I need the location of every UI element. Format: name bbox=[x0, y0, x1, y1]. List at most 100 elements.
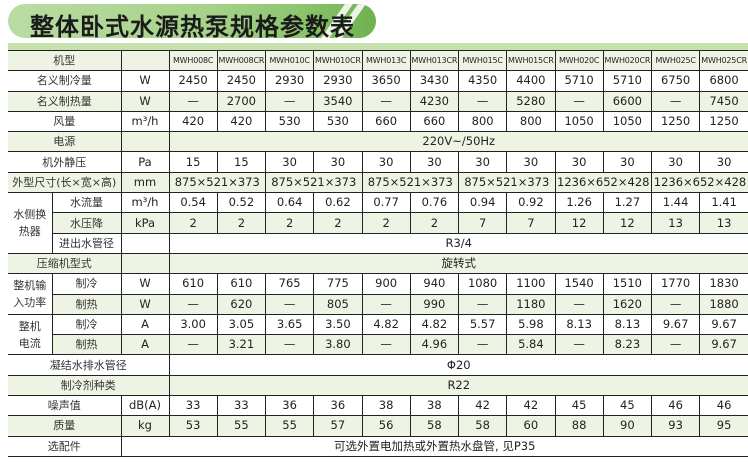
value-cell: 0.64 bbox=[264, 192, 314, 214]
value-cell: 1830 bbox=[699, 273, 748, 295]
value-cell: 1050 bbox=[602, 110, 652, 133]
label-cell: 进出水管径 bbox=[51, 232, 121, 254]
value-cell: — bbox=[168, 90, 218, 112]
value-cell: 990 bbox=[409, 293, 459, 315]
value-cell: R22 bbox=[168, 374, 748, 397]
model-header-cell: MWH015CR bbox=[506, 49, 555, 72]
value-cell: 0.92 bbox=[506, 192, 555, 214]
value-cell: 88 bbox=[554, 415, 604, 437]
value-cell: 2450 bbox=[216, 70, 266, 92]
value-cell: 875×521×373 bbox=[168, 171, 266, 194]
value-cell: 1620 bbox=[602, 293, 652, 315]
label-cell: m³/h bbox=[120, 192, 169, 214]
label-cell: 外型尺寸(长×宽×高) bbox=[8, 171, 121, 194]
value-cell: 4350 bbox=[457, 70, 507, 92]
value-cell: 620 bbox=[216, 293, 266, 315]
value-cell: 0.94 bbox=[457, 192, 507, 214]
value-cell: 30 bbox=[409, 151, 459, 173]
table-row: 选配件 可选外置电加热或外置热水盘管, 见P35 bbox=[8, 435, 748, 457]
label-cell: 制冷 bbox=[51, 313, 121, 336]
value-cell: 1540 bbox=[554, 273, 604, 295]
value-cell: 2930 bbox=[313, 70, 362, 92]
value-cell: 15 bbox=[216, 151, 266, 173]
value-cell: 4.96 bbox=[409, 334, 459, 356]
value-cell: 0.76 bbox=[409, 192, 459, 214]
table-row: 整机输 入功率 制冷 W 610 610 765 775 900 940 1080 1100 1540… bbox=[8, 273, 748, 315]
value-cell: 0.54 bbox=[168, 192, 218, 214]
value-cell: 5710 bbox=[554, 70, 604, 92]
model-header-cell: MWH008CR bbox=[216, 49, 266, 72]
label-cell: 制冷 bbox=[51, 273, 121, 295]
value-cell: 95 bbox=[699, 415, 748, 437]
value-cell: — bbox=[264, 90, 314, 112]
label-cell: 噪声值 bbox=[8, 395, 121, 417]
value-cell: — bbox=[650, 334, 700, 356]
value-cell: 7 bbox=[457, 212, 507, 234]
table-row: 质量 kg 53 55 55 57 56 58 58 60 88 90 93 95 bbox=[8, 415, 748, 437]
value-cell: 220V~/50Hz bbox=[168, 131, 748, 153]
value-cell: 1236×652×428 bbox=[554, 171, 652, 194]
value-cell: 46 bbox=[699, 395, 748, 417]
value-cell: 1510 bbox=[602, 273, 652, 295]
label-cell: 机型 bbox=[8, 49, 121, 72]
value-cell: 530 bbox=[264, 110, 314, 133]
label-cell: A bbox=[120, 313, 169, 336]
value-cell: 765 bbox=[264, 273, 314, 295]
value-cell: 58 bbox=[457, 415, 507, 437]
model-header-cell: MWH010C bbox=[264, 49, 314, 72]
value-cell: — bbox=[650, 293, 700, 315]
table-row: 进出水管径 R3/4 bbox=[8, 232, 748, 254]
model-header-cell: MWH025CR bbox=[699, 49, 748, 72]
table-row: 制热 A —3.21—3.80—4.96—5.84—8.23—9.67 bbox=[8, 334, 748, 356]
label-cell: dB(A) bbox=[120, 395, 169, 417]
value-cell: 2700 bbox=[216, 90, 266, 112]
table-row: 电源 220V~/50Hz bbox=[8, 131, 748, 153]
model-header-cell: MWH008C bbox=[168, 49, 218, 72]
model-header-cell: MWH025C bbox=[650, 49, 700, 72]
value-cell: 46 bbox=[650, 395, 700, 417]
table-row: 凝结水排水管径 Φ20 bbox=[8, 354, 748, 376]
label-cell: 水流量 bbox=[51, 192, 121, 214]
value-cell: — bbox=[554, 293, 604, 315]
value-cell: 30 bbox=[457, 151, 507, 173]
table-row: 制热 W —620—805—990—1180—1620—1880 bbox=[8, 293, 748, 315]
label-cell: 水侧换 热器 bbox=[8, 192, 52, 254]
value-cell: — bbox=[457, 293, 507, 315]
value-cell: 30 bbox=[361, 151, 411, 173]
value-cell: 58 bbox=[409, 415, 459, 437]
value-cell: 33 bbox=[168, 395, 218, 417]
value-cell: 33 bbox=[216, 395, 266, 417]
value-cell: 4400 bbox=[506, 70, 555, 92]
value-cell: 5710 bbox=[602, 70, 652, 92]
value-cell: 1250 bbox=[699, 110, 748, 133]
value-cell: 2450 bbox=[168, 70, 218, 92]
value-cell: 875×521×373 bbox=[458, 171, 555, 194]
label-cell: 制热 bbox=[51, 293, 121, 315]
value-cell: 2 bbox=[216, 212, 266, 234]
value-cell: 1.44 bbox=[650, 192, 700, 214]
value-cell: 3650 bbox=[361, 70, 411, 92]
table-row: 名义制冷量 W 2450 2450 2930 2930 3650 3430 4350 4400 57… bbox=[8, 70, 748, 92]
value-cell: 6750 bbox=[650, 70, 700, 92]
value-cell: 530 bbox=[313, 110, 362, 133]
value-cell: — bbox=[264, 293, 314, 315]
value-cell: 3.65 bbox=[264, 313, 314, 336]
value-cell: 30 bbox=[602, 151, 652, 173]
value-cell: 875×521×373 bbox=[265, 171, 362, 194]
value-cell: 8.23 bbox=[602, 334, 652, 356]
model-header-cell: MWH013CR bbox=[409, 49, 459, 72]
model-header-cell: MWH010CR bbox=[313, 49, 362, 72]
value-cell: 1050 bbox=[554, 110, 604, 133]
value-cell: 7 bbox=[506, 212, 555, 234]
table-row: 外型尺寸(长×宽×高) mm 875×521×373 875×521×373 875×5… bbox=[8, 171, 748, 194]
value-cell: 45 bbox=[602, 395, 652, 417]
spec-table: 机型 MWH008C MWH008CR MWH010C MWH010CR MWH013C M… bbox=[8, 49, 748, 457]
value-cell: 90 bbox=[602, 415, 652, 437]
value-cell: 45 bbox=[554, 395, 604, 417]
value-cell: 610 bbox=[168, 273, 218, 295]
value-cell: 900 bbox=[361, 273, 411, 295]
value-cell: 3.80 bbox=[313, 334, 362, 356]
label-cell: 压缩机型式 bbox=[8, 252, 121, 275]
value-cell: 57 bbox=[313, 415, 362, 437]
value-cell: R3/4 bbox=[168, 232, 748, 254]
